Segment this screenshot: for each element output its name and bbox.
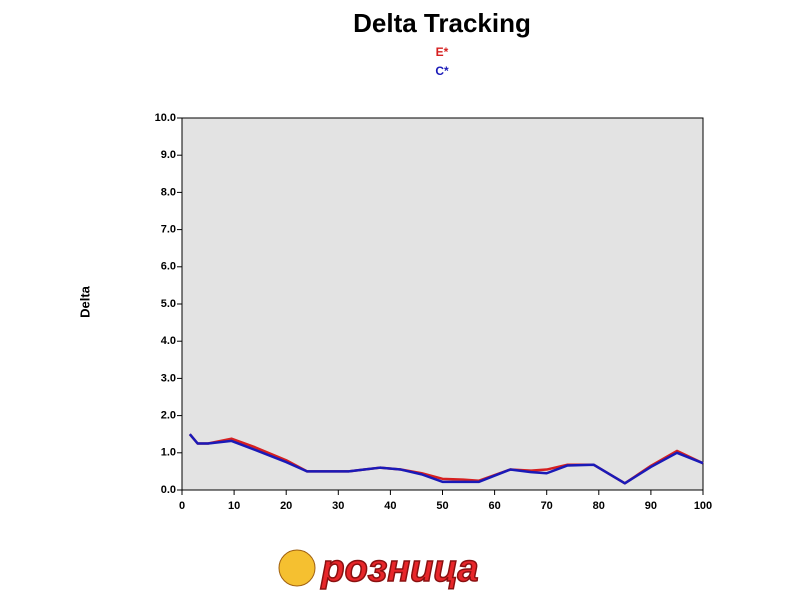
x-tick-label: 20 <box>280 500 292 512</box>
y-tick-label: 1.0 <box>161 447 176 459</box>
plot-area <box>181 117 704 491</box>
y-tick-label: 2.0 <box>161 410 176 422</box>
logo: розница <box>320 548 478 590</box>
x-tick-label: 70 <box>541 500 553 512</box>
legend-entry: E* <box>436 45 449 59</box>
x-tick-label: 0 <box>179 500 185 512</box>
y-tick-label: 4.0 <box>161 335 176 347</box>
y-tick-label: 0.0 <box>161 484 176 496</box>
y-tick-label: 10.0 <box>155 112 176 124</box>
logo-mascot <box>278 549 316 587</box>
legend-entry: C* <box>435 64 449 78</box>
y-axis-label: Delta <box>77 285 92 318</box>
chart-title: Delta Tracking <box>353 8 531 38</box>
x-tick-label: 80 <box>593 500 605 512</box>
y-tick-label: 9.0 <box>161 149 176 161</box>
y-tick-label: 5.0 <box>161 298 176 310</box>
y-tick-label: 8.0 <box>161 186 176 198</box>
x-tick-label: 60 <box>488 500 500 512</box>
series-line <box>188 433 704 485</box>
x-tick-label: 40 <box>384 500 396 512</box>
x-tick-label: 30 <box>332 500 344 512</box>
y-tick-label: 3.0 <box>161 372 176 384</box>
x-tick-label: 90 <box>645 500 657 512</box>
x-tick-label: 50 <box>436 500 448 512</box>
y-tick-label: 6.0 <box>161 261 176 273</box>
y-tick-label: 7.0 <box>161 224 176 236</box>
x-tick-label: 100 <box>694 500 712 512</box>
x-tick-label: 10 <box>228 500 240 512</box>
